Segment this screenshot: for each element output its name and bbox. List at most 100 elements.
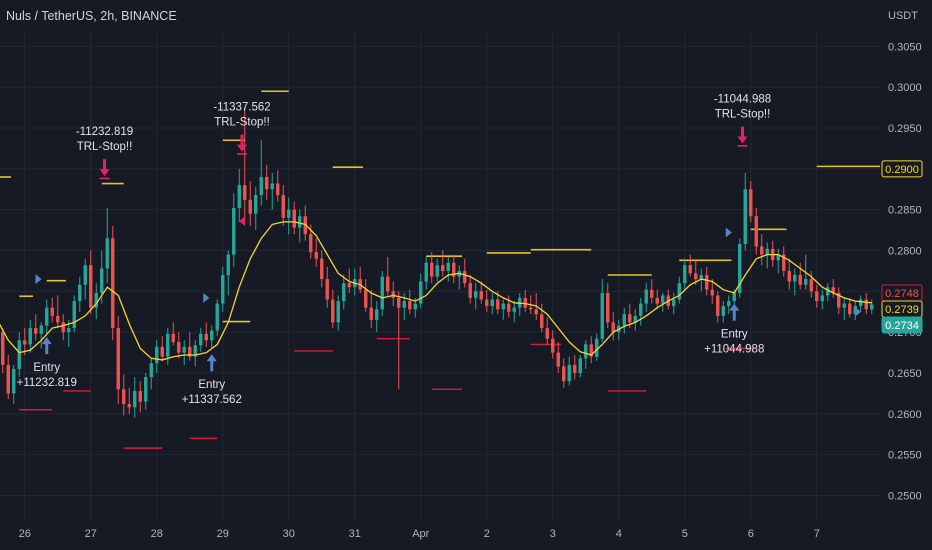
- candle-body: [287, 209, 291, 218]
- candle-body: [232, 208, 236, 255]
- signal-marker-icon: [855, 306, 861, 317]
- entry-arrow-icon: [729, 303, 740, 321]
- time-axis[interactable]: 26 27 28 29 30 31 Apr 2 3 4 5 6 7: [19, 528, 820, 540]
- exit-arrow-icon: [237, 134, 247, 155]
- exit-pnl-label: -11044.988: [714, 94, 771, 106]
- candle-body: [699, 275, 703, 280]
- candles: [1, 107, 874, 418]
- candle-body: [644, 289, 648, 304]
- candle-body: [281, 194, 285, 218]
- candle-body: [611, 322, 615, 333]
- candle-body: [72, 301, 76, 329]
- candle-body: [743, 189, 747, 244]
- x-tick-label: 28: [151, 528, 163, 540]
- x-tick-label: 7: [814, 528, 820, 540]
- x-tick-label: 26: [19, 528, 31, 540]
- candle-body: [34, 328, 38, 334]
- entry-profit-label: +11337.562: [182, 394, 242, 406]
- candle-body: [831, 287, 835, 293]
- candle-body: [369, 307, 373, 320]
- candle-body: [430, 262, 434, 277]
- candle-body: [474, 291, 478, 298]
- candle-body: [292, 209, 296, 228]
- candle-body: [199, 333, 203, 346]
- price-tag-label: 0.2900: [885, 164, 919, 176]
- candle-body: [177, 341, 181, 353]
- candle-body: [182, 346, 186, 353]
- candle-body: [738, 243, 742, 293]
- x-tick-label: 6: [748, 528, 754, 540]
- candle-body: [820, 295, 824, 302]
- candle-body: [727, 301, 731, 307]
- exit-arrow-icon: [99, 159, 110, 180]
- entry-label: Entry: [198, 379, 225, 391]
- price-tag-label: 0.2748: [885, 288, 919, 300]
- candle-body: [386, 276, 390, 292]
- candle-body: [50, 307, 54, 316]
- candle-body: [28, 328, 32, 345]
- candle-body: [144, 377, 148, 402]
- price-tag-label: 0.2734: [885, 320, 919, 332]
- candle-body: [331, 299, 335, 323]
- signal-marker-icon: [203, 292, 210, 303]
- candle-body: [67, 328, 71, 333]
- candle-body: [787, 270, 791, 282]
- price-tag: [881, 316, 923, 334]
- candle-body: [155, 346, 159, 364]
- candle-body: [254, 194, 258, 214]
- candle-body: [111, 238, 115, 329]
- candle-body: [655, 297, 659, 304]
- candle-body: [628, 314, 632, 323]
- candle-body: [765, 248, 769, 255]
- candle-body: [639, 303, 643, 316]
- candle-body: [837, 292, 841, 308]
- price-axis[interactable]: 0.3050 0.3000 0.2950 0.2900 0.2850 0.2800 0.27…: [881, 41, 923, 503]
- candle-body: [309, 234, 313, 253]
- exit-pnl-label: -11232.819: [76, 126, 133, 138]
- candle-body: [798, 275, 802, 285]
- candle-body: [17, 340, 21, 369]
- candle-body: [122, 389, 126, 405]
- exit-reason-label: TRL-Stop!!: [77, 141, 133, 153]
- candle-body: [793, 275, 797, 282]
- candle-body: [149, 363, 153, 378]
- candle-body: [78, 284, 82, 302]
- signal-marker-icon: [725, 227, 732, 238]
- candle-body: [529, 307, 533, 310]
- candle-body: [540, 314, 544, 329]
- x-tick-label: 27: [85, 528, 97, 540]
- candle-body: [397, 297, 401, 308]
- candle-body: [809, 279, 813, 292]
- candle-body: [419, 281, 423, 304]
- candle-body: [606, 292, 610, 323]
- candle-body: [210, 330, 214, 341]
- candle-body: [589, 344, 593, 357]
- y-tick-label: 0.3000: [888, 82, 922, 94]
- candle-body: [166, 333, 170, 357]
- signal-marker-icon: [35, 274, 42, 285]
- y-tick-label: 0.2600: [888, 409, 922, 421]
- candle-body: [243, 185, 247, 200]
- candle-body: [83, 265, 87, 285]
- candle-body: [226, 254, 230, 275]
- candle-body: [501, 303, 505, 310]
- moving-average-line: [0, 221, 872, 361]
- candle-body: [545, 328, 549, 339]
- candle-body: [815, 291, 819, 302]
- candle-body: [496, 299, 500, 310]
- candle-body: [567, 364, 571, 382]
- candle-body: [776, 254, 780, 261]
- candle-body: [188, 346, 192, 357]
- price-tag: [881, 160, 923, 178]
- candle-body: [408, 301, 412, 310]
- candle-body: [622, 314, 626, 326]
- candle-body: [1, 332, 5, 365]
- candle-body: [259, 177, 263, 195]
- candle-body: [584, 344, 588, 359]
- candle-body: [507, 303, 511, 312]
- candle-body: [314, 252, 318, 259]
- entry-arrow-icon: [41, 337, 52, 355]
- x-tick-label: 30: [283, 528, 295, 540]
- candle-body: [804, 279, 808, 285]
